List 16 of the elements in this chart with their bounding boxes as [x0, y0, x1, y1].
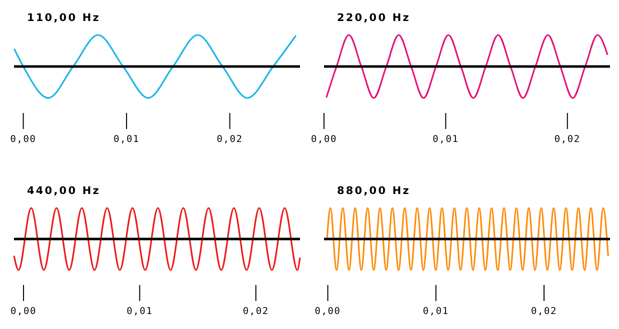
- x-tick-label: 0,02: [242, 306, 269, 317]
- chart-title: 220,00 Hz: [337, 12, 410, 24]
- chart-title: 440,00 Hz: [27, 185, 100, 197]
- chart-title: 880,00 Hz: [337, 185, 410, 197]
- x-tick-label: 0,01: [126, 306, 153, 317]
- x-tick-label: 0,00: [310, 134, 338, 145]
- x-tick-label: 0,02: [554, 134, 580, 145]
- x-tick-label: 0,01: [114, 134, 140, 145]
- x-tick-label: 0,00: [10, 306, 37, 317]
- x-tick-label: 0,01: [422, 306, 449, 317]
- x-tick-label: 0,00: [10, 134, 36, 145]
- x-tick-label: 0,02: [531, 306, 558, 317]
- x-tick-label: 0,01: [432, 134, 459, 145]
- x-tick-label: 0,00: [314, 306, 341, 317]
- x-tick-label: 0,02: [216, 134, 243, 145]
- chart-title: 110,00 Hz: [27, 12, 100, 24]
